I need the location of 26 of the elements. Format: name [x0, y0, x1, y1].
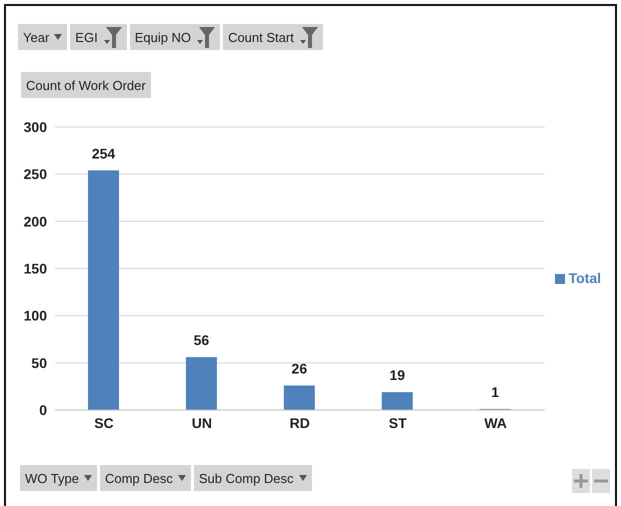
text: Year [23, 30, 50, 44]
data-label: 1 [491, 384, 500, 400]
text: EGI [75, 30, 98, 44]
text: Sub Comp Desc [198, 470, 294, 486]
data-label: 56 [194, 332, 210, 348]
y-tick-label: 100 [24, 308, 48, 324]
data-label: 26 [292, 360, 308, 376]
y-tick-label: 150 [24, 260, 48, 276]
x-tick-label: UN [192, 414, 212, 431]
text: Count of Work Order [26, 78, 146, 92]
x-tick-label: RD [290, 414, 310, 431]
data-label: 19 [389, 367, 406, 384]
y-tick-label: 200 [24, 213, 48, 230]
text: Count Start [228, 30, 294, 44]
data-label: 254 [92, 145, 116, 162]
text: Equip NO [134, 30, 192, 44]
y-tick-label: 300 [24, 118, 48, 135]
x-tick-label: ST [388, 414, 408, 431]
text: WO Type [25, 470, 79, 486]
text: Comp Desc [104, 470, 173, 486]
y-tick-label: 250 [24, 166, 48, 182]
legend-label: Total [568, 270, 601, 286]
y-tick-label: 0 [39, 402, 48, 418]
x-tick-label: SC [94, 414, 114, 431]
x-tick-label: WA [484, 414, 507, 431]
y-tick-label: 50 [31, 354, 48, 371]
